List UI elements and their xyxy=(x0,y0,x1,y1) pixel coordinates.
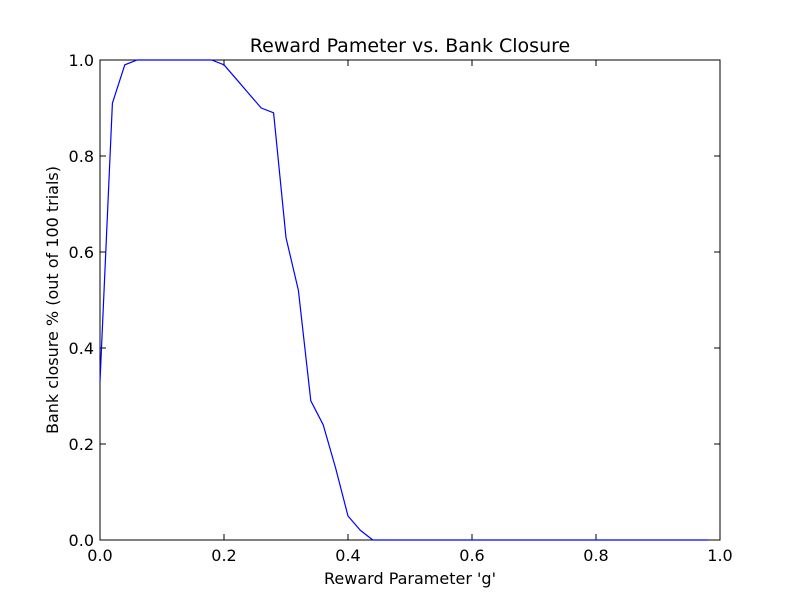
x-tick-label: 0.4 xyxy=(335,546,360,565)
y-tick-label: 0.0 xyxy=(69,531,94,550)
x-tick-label: 1.0 xyxy=(707,546,732,565)
y-tick-label: 0.6 xyxy=(69,243,94,262)
y-tick-label: 1.0 xyxy=(69,51,94,70)
series-line xyxy=(99,59,708,541)
x-axis-ticks: 0.0 0.2 0.4 0.6 0.8 1.0 xyxy=(87,60,733,565)
x-tick-label: 0.6 xyxy=(459,546,484,565)
series-layer xyxy=(99,59,708,541)
x-tick-label: 0.0 xyxy=(87,546,112,565)
y-axis-label: Bank closure % (out of 100 trials) xyxy=(43,166,62,434)
plot-area xyxy=(99,59,721,541)
x-tick-label: 0.2 xyxy=(211,546,236,565)
y-tick-label: 0.2 xyxy=(69,435,94,454)
x-axis-label: Reward Parameter 'g' xyxy=(324,569,496,588)
y-tick-label: 0.8 xyxy=(69,147,94,166)
y-tick-label: 0.4 xyxy=(69,339,94,358)
x-tick-label: 0.8 xyxy=(583,546,608,565)
chart-title: Reward Pameter vs. Bank Closure xyxy=(250,35,570,57)
y-axis-ticks: 0.0 0.2 0.4 0.6 0.8 1.0 xyxy=(69,51,720,550)
